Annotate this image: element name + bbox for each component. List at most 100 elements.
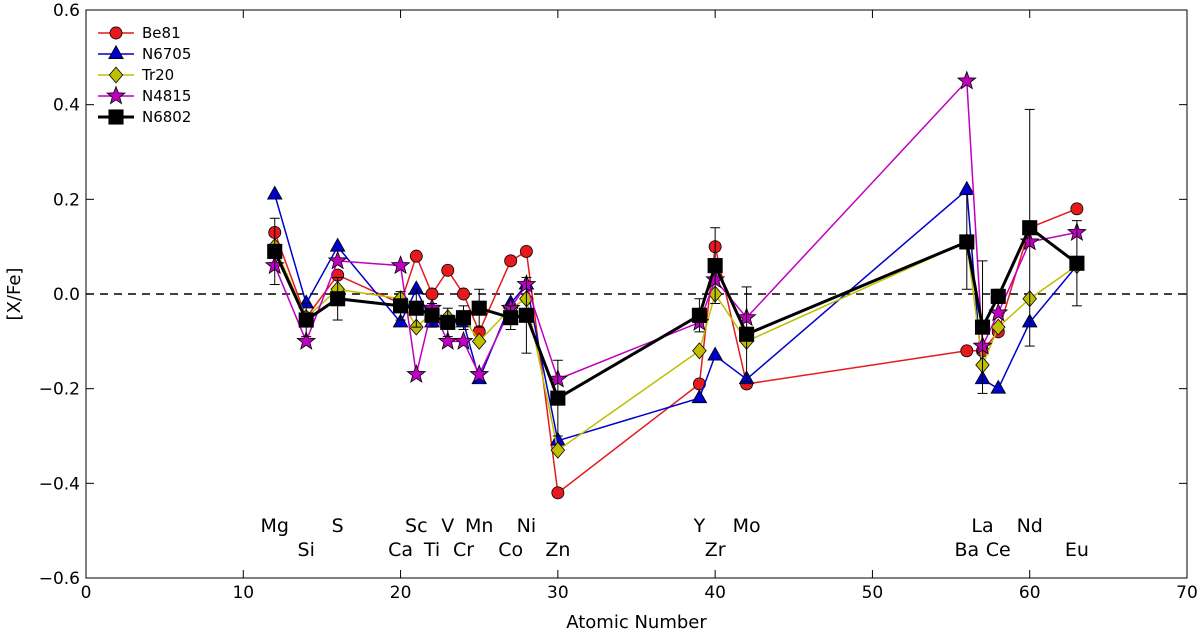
series-n6802	[267, 108, 1085, 437]
data-point	[691, 307, 707, 323]
data-point	[406, 363, 427, 383]
y-tick-label: 0.6	[53, 1, 80, 21]
y-tick-label: −0.6	[39, 569, 80, 589]
legend-label: N6802	[142, 108, 191, 126]
data-point	[691, 389, 708, 404]
element-label-v: V	[441, 515, 454, 537]
data-point	[296, 330, 317, 350]
data-point	[692, 342, 707, 360]
data-point	[390, 255, 411, 275]
data-point	[974, 319, 991, 335]
element-label-ni: Ni	[517, 515, 537, 537]
series-line-n4815	[274, 79, 1078, 381]
element-label-mg: Mg	[261, 515, 289, 537]
y-axis-title: [X/Fe]	[4, 268, 25, 321]
legend: Be81 N6705 Tr20 N4815 N6802	[98, 24, 191, 126]
element-label-ba: Ba	[954, 539, 979, 561]
y-tick-label: 0.2	[53, 190, 80, 210]
data-point	[471, 300, 487, 316]
element-label-zn: Zn	[545, 539, 570, 561]
data-point	[424, 307, 440, 323]
element-label-mn: Mn	[465, 515, 493, 537]
series-n4815	[264, 70, 1087, 388]
element-label-ca: Ca	[388, 539, 413, 561]
data-point	[551, 486, 565, 500]
data-point	[959, 234, 975, 250]
x-tick-label: 0	[81, 583, 92, 603]
data-point	[1022, 220, 1038, 236]
legend-marker	[108, 66, 124, 84]
series-line-n6705	[274, 188, 1078, 442]
element-label-co: Co	[498, 539, 523, 561]
legend-marker	[106, 85, 126, 105]
element-label-zr: Zr	[705, 539, 726, 561]
legend-marker	[109, 26, 123, 40]
x-tick-label: 10	[232, 583, 254, 603]
data-point	[519, 244, 533, 258]
data-point	[471, 332, 487, 350]
legend-label: Be81	[142, 24, 181, 42]
data-point	[440, 314, 456, 330]
data-point	[503, 310, 519, 326]
legend-label: N4815	[142, 87, 191, 105]
x-tick-label: 70	[1176, 583, 1198, 603]
legend-label: N6705	[142, 45, 191, 63]
series-line-be81	[274, 208, 1078, 495]
legend-entry-n4815: N4815	[98, 85, 191, 105]
data-point	[329, 237, 346, 252]
data-point	[409, 249, 423, 263]
element-label-ce: Ce	[986, 539, 1011, 561]
element-label-sc: Sc	[405, 515, 428, 537]
x-tick-label: 40	[704, 583, 726, 603]
data-point	[990, 288, 1006, 304]
x-tick-label: 50	[862, 583, 884, 603]
series-tr20	[267, 233, 1085, 459]
data-point	[739, 326, 755, 342]
axes: 0 10 20 30 40 50 60 70 −0.6 −0.4 −0.2 0.0 0.2 0.4 0.6 A…	[4, 1, 1198, 632]
data-point	[330, 291, 346, 307]
data-point	[455, 310, 472, 326]
data-point	[958, 180, 975, 195]
data-point	[707, 346, 724, 361]
element-label-ti: Ti	[423, 539, 440, 561]
data-point	[267, 243, 283, 259]
element-label-cr: Cr	[453, 539, 474, 561]
y-tick-label: 0.0	[53, 285, 80, 305]
element-label-y: Y	[693, 515, 706, 537]
data-point	[298, 312, 314, 328]
element-label-la: La	[971, 515, 993, 537]
data-point	[550, 390, 566, 406]
data-point	[408, 300, 424, 316]
data-point	[1070, 202, 1084, 216]
legend-label: Tr20	[141, 66, 174, 84]
x-tick-label: 30	[547, 583, 569, 603]
data-point	[327, 250, 348, 270]
legend-marker	[108, 44, 124, 59]
element-label-nd: Nd	[1017, 515, 1043, 537]
legend-marker	[108, 109, 124, 125]
x-tick-label: 20	[390, 583, 412, 603]
y-tick-label: −0.2	[39, 380, 80, 400]
series-n6705	[266, 180, 1085, 446]
element-label-eu: Eu	[1065, 539, 1089, 561]
legend-entry-be81: Be81	[98, 24, 181, 42]
y-tick-label: −0.4	[39, 474, 80, 494]
element-label-si: Si	[298, 539, 315, 561]
data-point	[392, 313, 409, 328]
data-point	[960, 344, 974, 358]
element-label-mo: Mo	[733, 515, 761, 537]
data-point	[550, 441, 566, 459]
data-point	[457, 287, 470, 301]
data-point	[393, 298, 409, 314]
data-point	[956, 70, 977, 90]
x-axis-title: Atomic Number	[566, 612, 707, 632]
data-point	[504, 254, 518, 268]
data-point	[518, 307, 534, 323]
data-point	[441, 263, 455, 277]
data-point	[1069, 255, 1085, 271]
y-tick-label: 0.4	[53, 96, 80, 116]
x-tick-label: 60	[1019, 583, 1041, 603]
data-point	[990, 379, 1007, 394]
